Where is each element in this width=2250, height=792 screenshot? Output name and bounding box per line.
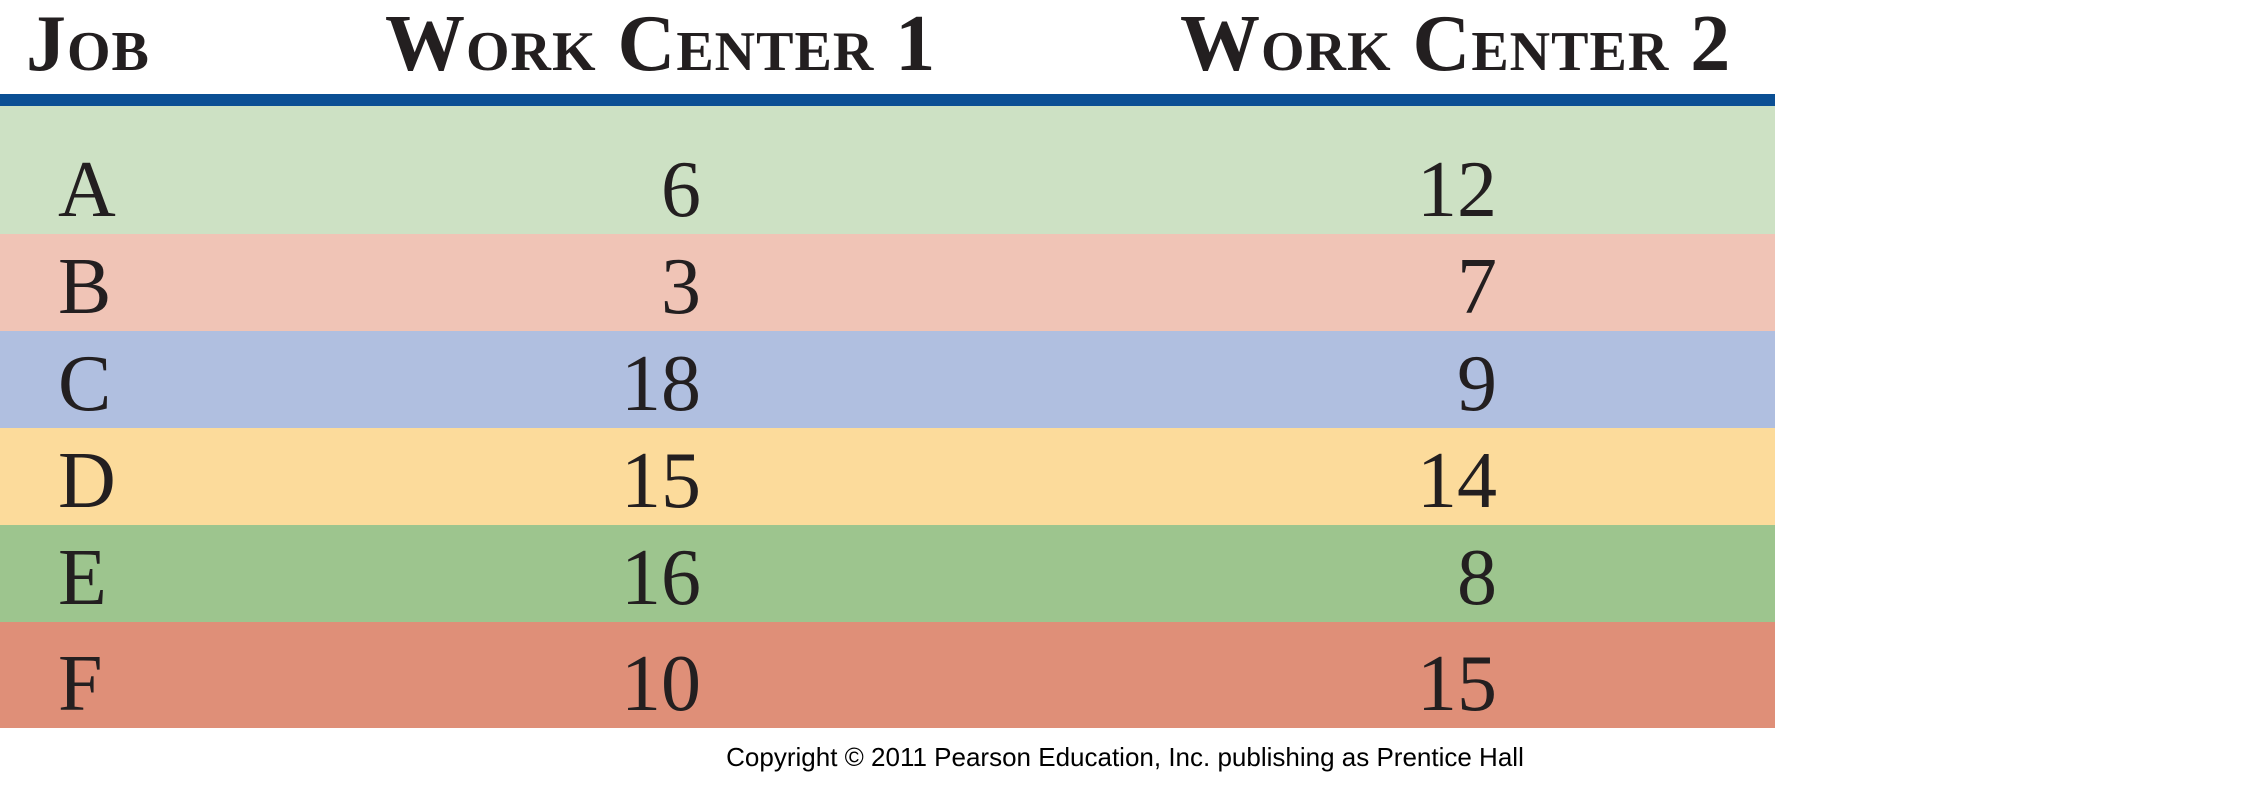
cell-work-center-1: 10 — [621, 640, 701, 728]
table-body: A 6 12 B 3 7 C 18 9 D 15 14 E 16 8 F 10 … — [0, 106, 1775, 728]
table-row: D 15 14 — [0, 428, 1775, 525]
table-header: Job Work Center 1 Work Center 2 — [0, 0, 1775, 94]
table-row: F 10 15 — [0, 622, 1775, 728]
cell-work-center-1: 3 — [661, 243, 701, 331]
cell-work-center-2: 12 — [1417, 146, 1497, 234]
job-times-table: Job Work Center 1 Work Center 2 A 6 12 B… — [0, 0, 1775, 728]
cell-job: D — [58, 437, 116, 525]
cell-work-center-2: 14 — [1417, 437, 1497, 525]
cell-work-center-2: 15 — [1417, 640, 1497, 728]
header-rule — [0, 94, 1775, 106]
table-row: E 16 8 — [0, 525, 1775, 622]
cell-job: E — [58, 534, 107, 622]
cell-job: B — [58, 243, 112, 331]
header-work-center-2: Work Center 2 — [1180, 0, 1732, 88]
cell-work-center-2: 9 — [1457, 340, 1497, 428]
cell-work-center-1: 6 — [661, 146, 701, 234]
cell-work-center-2: 8 — [1457, 534, 1497, 622]
table-row: B 3 7 — [0, 234, 1775, 331]
cell-job: C — [58, 340, 112, 428]
header-work-center-1: Work Center 1 — [385, 0, 937, 88]
cell-job: F — [58, 640, 103, 728]
cell-work-center-2: 7 — [1457, 243, 1497, 331]
table-row: C 18 9 — [0, 331, 1775, 428]
table-row: A 6 12 — [0, 106, 1775, 234]
cell-work-center-1: 16 — [621, 534, 701, 622]
cell-work-center-1: 18 — [621, 340, 701, 428]
cell-job: A — [58, 146, 116, 234]
cell-work-center-1: 15 — [621, 437, 701, 525]
header-job: Job — [26, 0, 150, 88]
copyright-notice: Copyright © 2011 Pearson Education, Inc.… — [726, 742, 1524, 772]
